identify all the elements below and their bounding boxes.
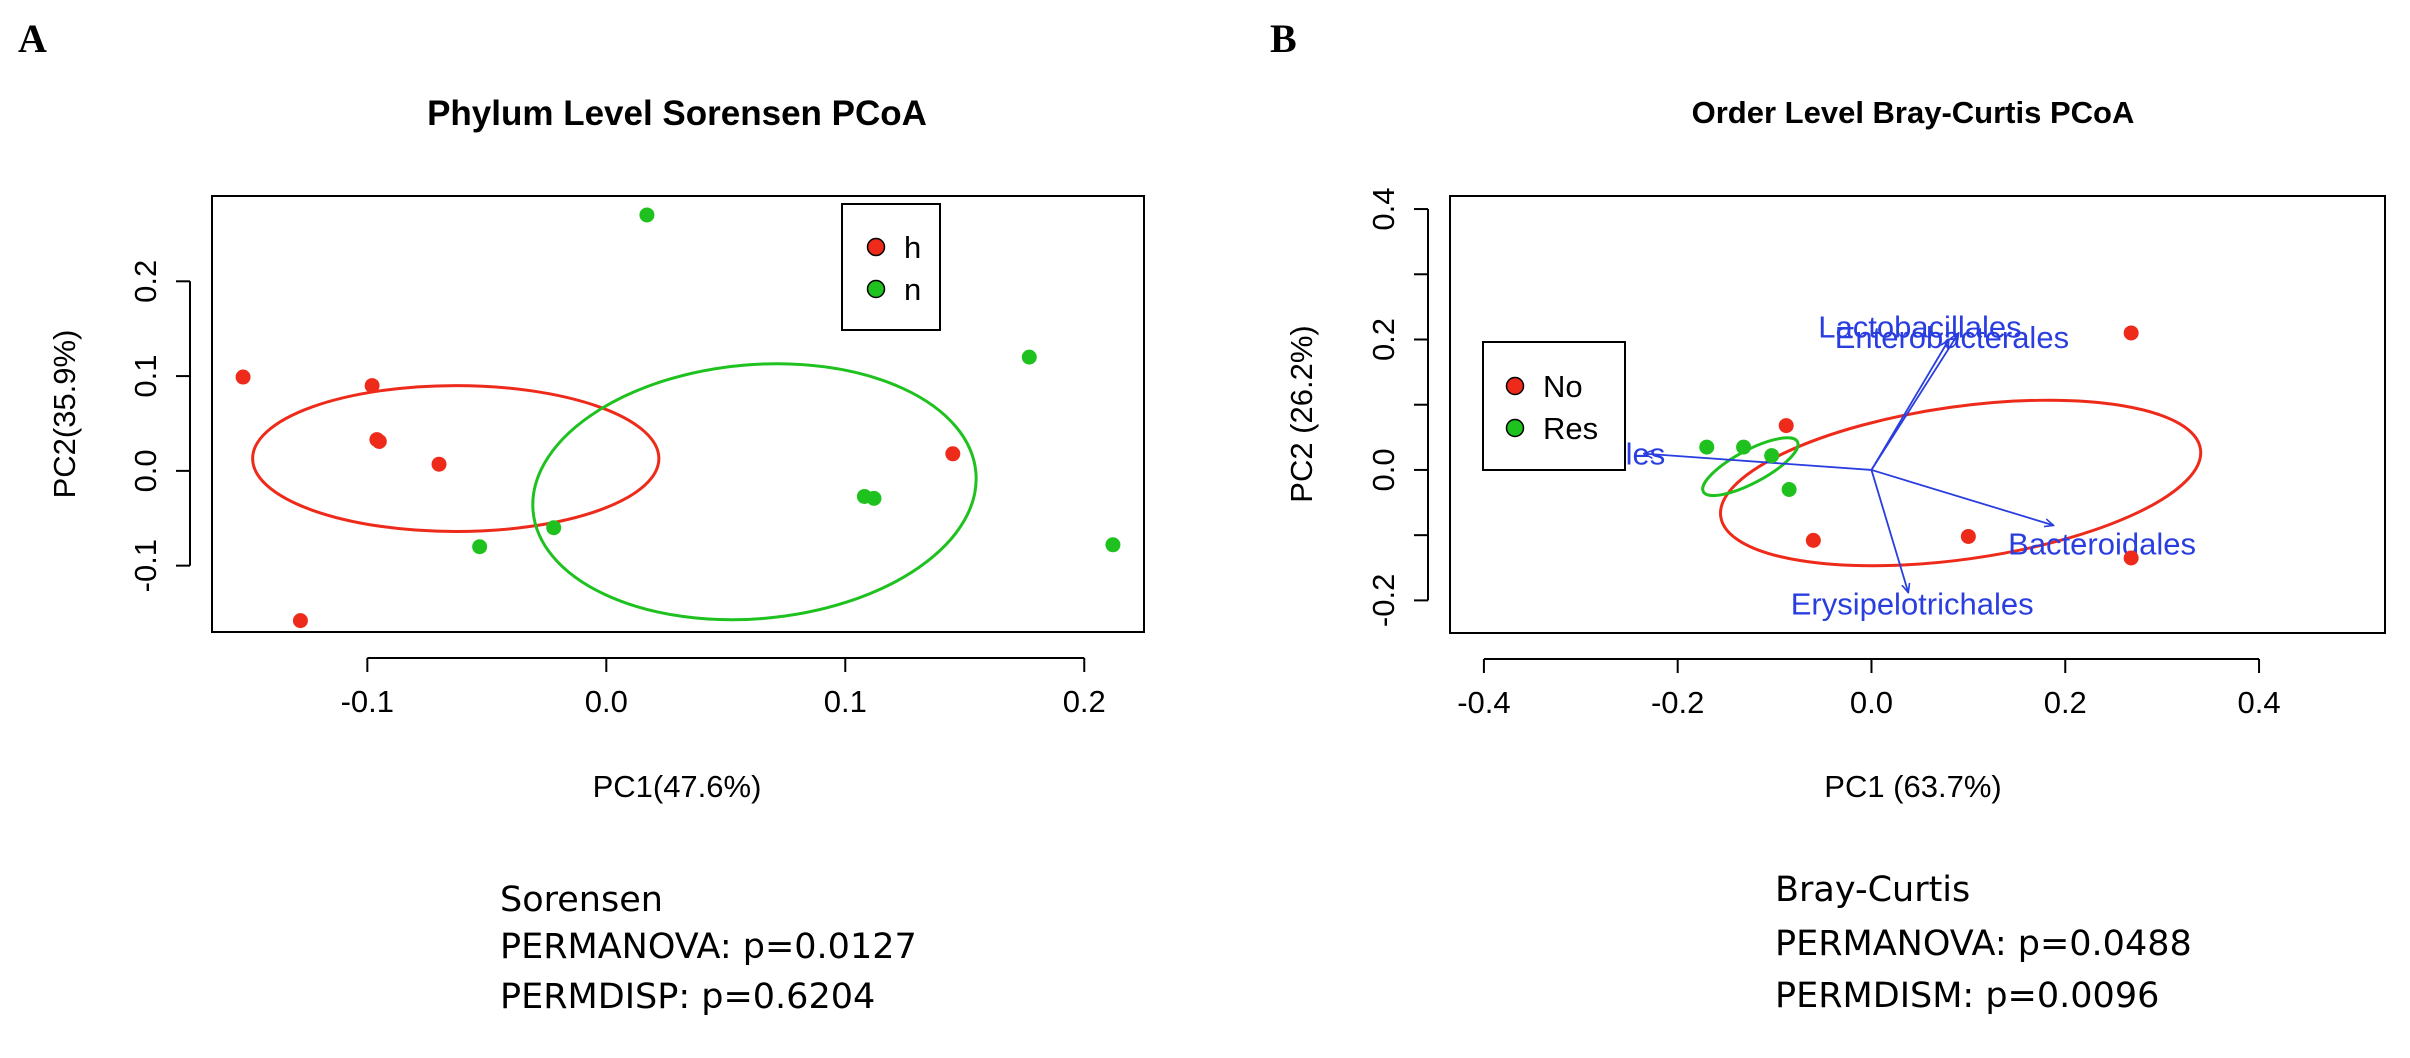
y-tick-label-b: -0.2 [1366, 574, 1401, 627]
point-no [1778, 418, 1794, 434]
y-tick-label-b: 0.2 [1366, 318, 1401, 361]
x-tick-label-a: 0.2 [1063, 684, 1106, 719]
vector-erysipelotrichales [1870, 469, 1908, 593]
x-tick-label-a: 0.1 [824, 684, 867, 719]
point-res [1736, 439, 1752, 455]
legend-label-n: n [904, 272, 921, 307]
legend-label-res: Res [1543, 411, 1598, 446]
legend-marker-h [866, 237, 886, 257]
legend-marker-res [1505, 418, 1525, 438]
vector-label-bacteroidales: Bacteroidales [2008, 527, 2196, 562]
x-tick-label-a: 0.0 [585, 684, 628, 719]
panel-b: B Order Level Bray-Curtis PCoA -0.4 -0.2 0… [1270, 16, 2386, 1016]
vector-clostridiales [1644, 454, 1872, 471]
x-tick-label-b: -0.2 [1651, 685, 1704, 720]
y-tick-label-a: 0.0 [128, 449, 163, 492]
point-h [235, 369, 251, 385]
point-no [2123, 550, 2139, 566]
x-tick-label-b: -0.4 [1457, 685, 1510, 720]
point-h [292, 613, 308, 629]
point-res [1781, 482, 1797, 498]
chart-title-b: Order Level Bray-Curtis PCoA [1692, 95, 2135, 130]
y-tick-label-b: 0.0 [1366, 448, 1401, 491]
legend-box-b [1482, 341, 1626, 471]
point-h [371, 433, 387, 449]
panel-label-b: B [1270, 16, 1297, 61]
legend-marker-n [866, 279, 886, 299]
point-n [546, 520, 562, 536]
legend-label-h: h [904, 230, 921, 265]
vector-label-enterobacterales: Enterobacterales [1835, 320, 2069, 355]
panel-label-a: A [18, 16, 47, 61]
y-tick-label-b: 0.4 [1366, 187, 1401, 230]
vector-bacteroidales [1871, 469, 2053, 525]
caption-b-line-3: PERMDISM: p=0.0096 [1775, 976, 2159, 1016]
plot-frame-b [1449, 195, 2386, 634]
point-no [1805, 532, 1821, 548]
point-no [2123, 325, 2139, 341]
point-n [866, 490, 882, 506]
plot-area-b: -0.4 -0.2 0.0 0.2 0.4 -0.2 0.0 0.2 0.4 Lactobacil… [1366, 187, 2281, 720]
y-axis-label-a: PC2(35.9%) [47, 330, 82, 499]
point-res [1699, 439, 1715, 455]
x-tick-label-a: -0.1 [341, 684, 394, 719]
caption-b-line-2: PERMANOVA: p=0.0488 [1775, 924, 2192, 964]
caption-a-line-2: PERMANOVA: p=0.0127 [500, 927, 917, 967]
point-n [472, 539, 488, 555]
chart-title-a: Phylum Level Sorensen PCoA [427, 94, 927, 133]
x-axis-label-a: PC1(47.6%) [593, 769, 762, 804]
plot-frame-a [211, 195, 1145, 633]
x-axis-label-b: PC1 (63.7%) [1824, 769, 2001, 804]
point-h [431, 456, 447, 472]
vector-enterobacterales [1870, 339, 1949, 471]
ellipse-no [1719, 398, 2203, 568]
caption-a-line-1: Sorensen [500, 880, 663, 920]
point-no [1960, 528, 1976, 544]
plot-area-a: -0.1 0.0 0.1 0.2 -0.1 0.0 0.1 0.2 hn [128, 203, 1121, 719]
point-h [945, 446, 961, 462]
point-h [364, 378, 380, 394]
vector-label-erysipelotrichales: Erysipelotrichales [1791, 587, 2034, 622]
x-tick-label-b: 0.4 [2237, 685, 2280, 720]
vector-label-lactobacillales: Lactobacillales [1818, 309, 2021, 344]
caption-a-line-3: PERMDISP: p=0.6204 [500, 977, 875, 1017]
y-axis-label-b: PC2 (26.2%) [1284, 325, 1319, 502]
panel-a: A Phylum Level Sorensen PCoA -0.1 0.0 0.1 0… [18, 16, 1145, 1017]
point-n [1105, 537, 1121, 553]
legend-marker-no [1505, 376, 1525, 396]
ellipse-n [531, 362, 978, 622]
y-tick-label-a: -0.1 [128, 539, 163, 592]
point-res [1764, 448, 1780, 464]
point-n [639, 207, 655, 223]
legend-box-a [841, 203, 941, 331]
point-n [1021, 349, 1037, 365]
x-tick-label-b: 0.0 [1850, 685, 1893, 720]
caption-b-line-1: Bray-Curtis [1775, 870, 1970, 910]
y-tick-label-a: 0.2 [128, 260, 163, 303]
legend-label-no: No [1543, 369, 1583, 404]
y-tick-label-a: 0.1 [128, 355, 163, 398]
ellipse-h [251, 384, 661, 534]
x-tick-label-b: 0.2 [2044, 685, 2087, 720]
